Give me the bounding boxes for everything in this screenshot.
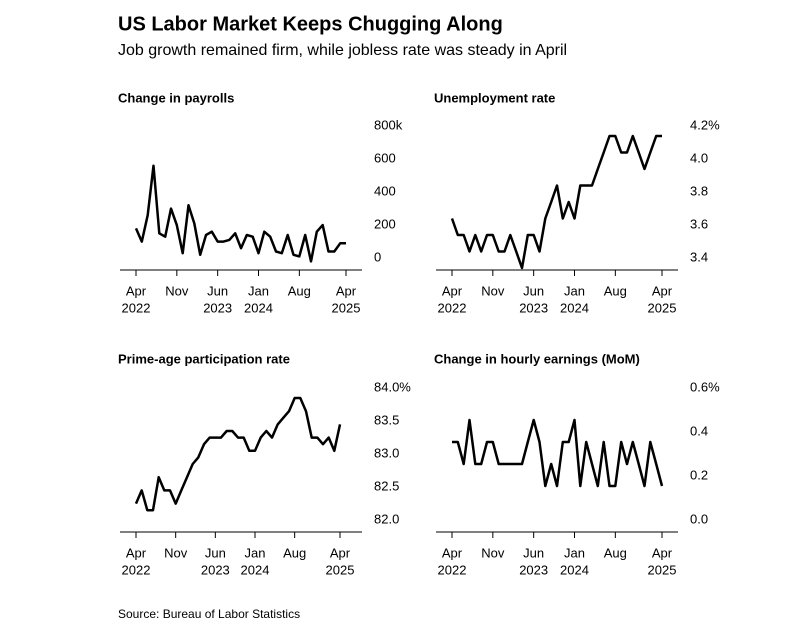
y-tick-label: 3.4: [690, 249, 708, 264]
x-tick-label: 2022: [438, 300, 467, 315]
x-tick-label: Nov: [481, 283, 505, 298]
y-tick-label: 0: [374, 249, 381, 264]
x-tick-label: Apr: [336, 283, 357, 298]
y-tick-label: 83.0: [374, 445, 399, 460]
x-tick-label: Nov: [481, 545, 505, 560]
y-tick-label: 4.0: [690, 150, 708, 165]
x-tick-label: 2025: [648, 300, 677, 315]
x-tick-label: Jan: [564, 545, 585, 560]
x-tick-label: 2023: [201, 562, 230, 577]
x-tick-label: 2023: [203, 300, 232, 315]
x-tick-label: Jan: [564, 283, 585, 298]
y-tick-label: 0.0: [690, 511, 708, 526]
x-tick-label: 2025: [332, 300, 361, 315]
y-tick-label: 600: [374, 150, 396, 165]
panel-title: Change in hourly earnings (MoM): [434, 351, 640, 366]
title: US Labor Market Keeps Chugging Along: [118, 13, 503, 35]
x-tick-label: Jan: [248, 283, 269, 298]
x-tick-label: Apr: [652, 545, 673, 560]
x-tick-label: Aug: [604, 545, 627, 560]
x-tick-label: Apr: [126, 545, 147, 560]
source: Source: Bureau of Labor Statistics: [118, 607, 300, 621]
x-tick-label: 2024: [244, 300, 273, 315]
y-tick-label: 0.4: [690, 423, 708, 438]
y-tick-label: 82.0: [374, 511, 399, 526]
y-tick-label: 84.0%: [374, 379, 411, 394]
subtitle: Job growth remained firm, while jobless …: [118, 42, 567, 59]
y-tick-label: 200: [374, 216, 396, 231]
x-tick-label: 2024: [560, 300, 589, 315]
x-tick-label: 2023: [519, 300, 548, 315]
x-tick-label: Jan: [245, 545, 266, 560]
panel-title: Unemployment rate: [434, 90, 555, 105]
x-tick-label: 2022: [122, 562, 151, 577]
x-tick-label: 2025: [648, 562, 677, 577]
x-tick-label: 2024: [241, 562, 270, 577]
x-tick-label: Apr: [652, 283, 673, 298]
x-tick-label: Jun: [523, 545, 544, 560]
line: [452, 418, 664, 488]
line: [450, 134, 662, 270]
x-tick-label: 2022: [122, 300, 151, 315]
y-tick-label: 0.6%: [690, 379, 720, 394]
x-tick-label: Jun: [207, 283, 228, 298]
panel-title: Prime-age participation rate: [118, 351, 290, 366]
line: [134, 396, 342, 512]
y-tick-label: 3.6: [690, 216, 708, 231]
x-tick-label: 2024: [560, 562, 589, 577]
y-tick-label: 800k: [374, 117, 403, 132]
x-tick-label: 2025: [326, 562, 355, 577]
x-tick-label: Nov: [164, 545, 188, 560]
y-tick-label: 3.8: [690, 183, 708, 198]
x-tick-label: 2023: [519, 562, 548, 577]
x-tick-label: Nov: [165, 283, 189, 298]
y-tick-label: 82.5: [374, 478, 399, 493]
x-tick-label: 2022: [438, 562, 467, 577]
line: [134, 164, 346, 263]
x-tick-label: Aug: [604, 283, 627, 298]
x-tick-label: Apr: [330, 545, 351, 560]
x-tick-label: Apr: [442, 283, 463, 298]
y-tick-label: 4.2%: [690, 117, 720, 132]
panel-title: Change in payrolls: [118, 90, 234, 105]
x-tick-label: Jun: [523, 283, 544, 298]
x-tick-label: Aug: [283, 545, 306, 560]
x-tick-label: Apr: [442, 545, 463, 560]
y-tick-label: 0.2: [690, 467, 708, 482]
y-tick-label: 83.5: [374, 412, 399, 427]
y-tick-label: 400: [374, 183, 396, 198]
x-tick-label: Jun: [205, 545, 226, 560]
x-tick-label: Aug: [288, 283, 311, 298]
x-tick-label: Apr: [126, 283, 147, 298]
